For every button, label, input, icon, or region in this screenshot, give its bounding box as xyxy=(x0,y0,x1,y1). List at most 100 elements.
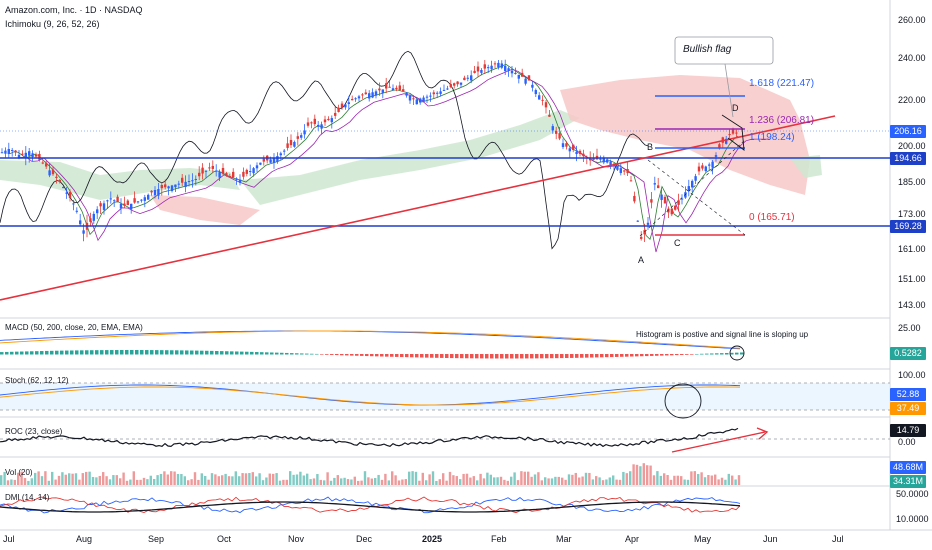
candle-body xyxy=(150,190,153,193)
volume-bar xyxy=(91,476,95,485)
candle-body xyxy=(215,170,218,172)
volume-bar xyxy=(224,473,227,485)
volume-bar xyxy=(98,475,101,485)
macd-histogram-bar xyxy=(520,354,524,359)
volume-bar xyxy=(54,479,57,485)
candle-body xyxy=(381,89,384,93)
macd-histogram-bar xyxy=(440,354,444,358)
macd-histogram-bar xyxy=(295,353,299,355)
roc-line xyxy=(0,427,739,448)
volume-bar xyxy=(282,479,285,485)
ichimoku-legend[interactable]: Ichimoku (9, 26, 52, 26) xyxy=(5,19,100,29)
candle-body xyxy=(551,126,554,131)
roc-title[interactable]: ROC (23, close) xyxy=(5,427,63,436)
volume-bar xyxy=(309,479,312,485)
volume-bar xyxy=(710,475,713,485)
candle-body xyxy=(619,168,622,174)
candle-body xyxy=(636,220,639,222)
candle-body xyxy=(310,122,313,124)
candle-body xyxy=(629,180,633,182)
chart-symbol-title[interactable]: Amazon.com, Inc. · 1D · NASDAQ xyxy=(5,5,143,15)
candle-body xyxy=(153,190,157,196)
volume-bar xyxy=(639,466,642,485)
candle-body xyxy=(660,194,663,200)
volume-bar xyxy=(129,479,132,485)
candle-body xyxy=(272,158,276,163)
candle-body xyxy=(439,91,442,94)
vol-title[interactable]: Vol (20) xyxy=(5,468,33,477)
candle-body xyxy=(58,179,61,182)
candle-body xyxy=(181,177,184,183)
volume-bar xyxy=(646,465,649,485)
bullish-flag-callout-box[interactable] xyxy=(674,36,774,65)
volume-bar xyxy=(13,479,16,485)
volume-bar xyxy=(720,477,724,485)
candle-body xyxy=(473,70,476,73)
volume-bar xyxy=(78,479,81,485)
dmi-title[interactable]: DMI (14, 14) xyxy=(5,493,50,502)
volume-bar xyxy=(550,478,554,485)
stoch-k-line xyxy=(0,384,741,406)
stoch-title[interactable]: Stoch (62, 12, 12) xyxy=(5,376,69,385)
candle-body xyxy=(249,171,252,173)
trendline[interactable] xyxy=(0,115,836,301)
candle-body xyxy=(602,158,605,163)
macd-histogram-bar xyxy=(230,351,234,355)
candle-body xyxy=(555,130,558,134)
volume-bar xyxy=(244,473,248,485)
candle-body xyxy=(490,65,493,70)
volume-bar xyxy=(578,477,581,485)
volume-bar xyxy=(595,476,598,485)
macd-title[interactable]: MACD (50, 200, close, 20, EMA, EMA) xyxy=(5,323,143,332)
candle-body xyxy=(300,135,303,138)
flag-outline[interactable] xyxy=(721,114,745,151)
macd-histogram-bar xyxy=(245,351,249,355)
volume-bar xyxy=(285,479,288,485)
volume-bar xyxy=(486,472,489,485)
candle-body xyxy=(398,85,401,91)
macd-histogram-bar xyxy=(105,350,109,355)
candle-body xyxy=(408,95,412,101)
candle-body xyxy=(680,198,684,200)
candle-body xyxy=(45,163,48,167)
macd-histogram-bar xyxy=(740,352,744,355)
candle-body xyxy=(167,186,170,189)
macd-histogram-bar xyxy=(470,354,474,359)
volume-bar xyxy=(20,471,23,485)
volume-bar xyxy=(581,476,584,485)
candle-body xyxy=(633,195,636,202)
macd-histogram-bar xyxy=(590,354,594,358)
stoch-highlight-circle xyxy=(664,383,702,419)
macd-histogram-bar xyxy=(460,354,464,359)
price-tick: 260.00 xyxy=(898,15,926,25)
volume-bar xyxy=(547,478,550,485)
macd-histogram-bar xyxy=(155,350,159,355)
volume-bar xyxy=(629,471,632,485)
candle-body xyxy=(704,166,707,172)
volume-bar xyxy=(724,479,727,485)
volume-bar xyxy=(119,478,122,485)
macd-histogram-bar xyxy=(220,351,224,355)
time-tick: Dec xyxy=(356,534,373,544)
macd-tick: 25.00 xyxy=(898,323,921,333)
macd-histogram-bar xyxy=(605,354,609,358)
candle-body xyxy=(303,130,306,135)
volume-bar xyxy=(88,471,91,485)
macd-histogram-bar xyxy=(625,354,629,357)
macd-histogram-bar xyxy=(410,354,414,358)
volume-bar xyxy=(503,479,506,485)
volume-bar xyxy=(340,478,343,485)
volume-bar xyxy=(703,477,707,485)
time-tick: 2025 xyxy=(422,534,443,544)
candle-body xyxy=(136,201,140,203)
macd-histogram-bar xyxy=(175,350,179,355)
time-tick: Nov xyxy=(288,534,305,544)
volume-bar xyxy=(231,476,234,485)
volume-bar xyxy=(289,471,292,485)
candle-body xyxy=(470,75,473,81)
candle-body xyxy=(208,167,211,169)
candle-body xyxy=(313,118,316,125)
volume-bar xyxy=(214,474,217,485)
candle-body xyxy=(99,203,102,207)
